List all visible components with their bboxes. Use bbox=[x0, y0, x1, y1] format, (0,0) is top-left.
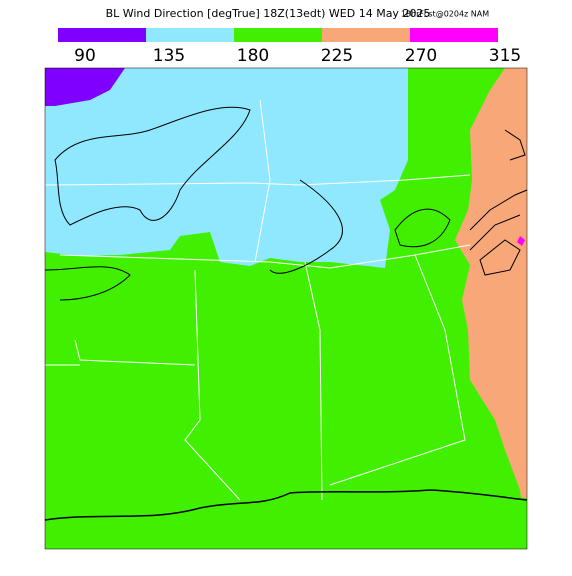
colorbar-label: 270 bbox=[405, 46, 437, 66]
colorbar-label: 90 bbox=[74, 46, 96, 66]
map-subtitle: 18hrFcst@0204z NAM bbox=[401, 10, 489, 19]
colorbar-label: 135 bbox=[153, 46, 185, 66]
map-title: BL Wind Direction [degTrue] 18Z(13edt) W… bbox=[106, 7, 431, 20]
colorbar-label: 225 bbox=[321, 46, 353, 66]
state-lines bbox=[44, 99, 471, 501]
cyan-region bbox=[45, 68, 408, 268]
colorbar: 90 135 180 225 270 315 bbox=[58, 28, 521, 66]
colorbar-segment bbox=[410, 28, 498, 42]
colorbar-label: 180 bbox=[237, 46, 269, 66]
colorbar-label: 315 bbox=[489, 46, 521, 66]
gulf bbox=[45, 488, 527, 549]
colorbar-segment bbox=[322, 28, 410, 42]
colorbar-segment bbox=[146, 28, 234, 42]
map-frame bbox=[44, 67, 528, 550]
purple-region bbox=[45, 68, 125, 106]
colorbar-segment bbox=[234, 28, 322, 42]
contours bbox=[44, 106, 528, 521]
map-area bbox=[44, 67, 528, 550]
peach-region bbox=[455, 68, 527, 549]
magenta-spot bbox=[517, 236, 525, 246]
colorbar-segment bbox=[58, 28, 146, 42]
